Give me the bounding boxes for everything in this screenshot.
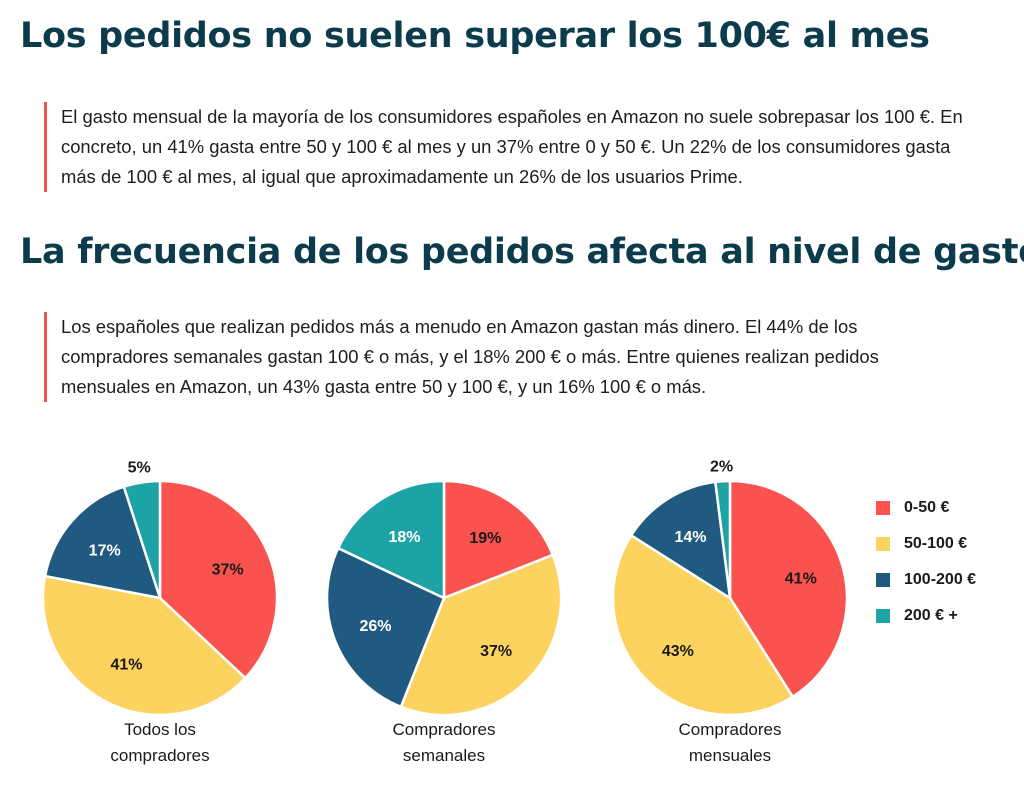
slice-label: 37% bbox=[480, 643, 512, 660]
pie-slice bbox=[629, 480, 732, 601]
pie-slice bbox=[442, 479, 555, 600]
slice-label: 41% bbox=[110, 657, 142, 674]
legend-swatch bbox=[876, 609, 890, 623]
slice-label: 26% bbox=[359, 618, 391, 635]
legend-item: 0-50 € bbox=[876, 490, 976, 526]
legend-swatch bbox=[876, 573, 890, 587]
slice-label: 5% bbox=[128, 460, 151, 477]
chart-title: Compradores bbox=[393, 720, 496, 739]
section-heading-orders: Los pedidos no suelen superar los 100€ a… bbox=[20, 16, 930, 56]
chart-title: Todos los bbox=[124, 720, 196, 739]
legend-label: 100-200 € bbox=[904, 571, 977, 588]
pie-chart: 37% 41% 17% 5% Todos los compradores bbox=[41, 460, 279, 765]
paragraph-orders: El gasto mensual de la mayoría de los co… bbox=[44, 102, 966, 192]
slice-label: 14% bbox=[674, 529, 706, 546]
chart-title: semanales bbox=[403, 746, 485, 765]
pie-slice bbox=[325, 546, 446, 709]
pie-slice bbox=[41, 574, 248, 717]
pie-slice bbox=[122, 479, 162, 599]
paragraph-frequency: Los españoles que realizan pedidos más a… bbox=[44, 312, 941, 402]
chart-title: compradores bbox=[110, 746, 209, 765]
legend-item: 100-200 € bbox=[876, 562, 976, 598]
legend-item: 200 € + bbox=[876, 598, 976, 634]
pie-chart: 41% 43% 14% 2% Compradores mensuales bbox=[611, 458, 849, 765]
pie-charts: 37% 41% 17% 5% Todos los compradores 19% 37% 26%… bbox=[41, 458, 849, 765]
pie-slice bbox=[611, 533, 795, 717]
slice-label: 43% bbox=[662, 643, 694, 660]
slice-label: 17% bbox=[89, 542, 121, 559]
pie-slice bbox=[158, 479, 279, 680]
slice-label: 19% bbox=[469, 530, 501, 547]
slice-label: 2% bbox=[710, 458, 733, 475]
slice-label: 18% bbox=[388, 529, 420, 546]
pie-slice bbox=[399, 553, 563, 717]
chart-title: Compradores bbox=[679, 720, 782, 739]
legend-label: 0-50 € bbox=[904, 499, 950, 516]
legend-swatch bbox=[876, 501, 890, 515]
legend-label: 200 € + bbox=[904, 607, 958, 624]
pie-slice bbox=[43, 485, 162, 600]
slice-label: 37% bbox=[212, 562, 244, 579]
pie-slice bbox=[336, 479, 446, 600]
chart-title: mensuales bbox=[689, 746, 771, 765]
legend-swatch bbox=[876, 537, 890, 551]
chart-legend: 0-50 € 50-100 € 100-200 € 200 € + bbox=[876, 490, 976, 634]
slice-label: 41% bbox=[785, 570, 817, 587]
pie-slice bbox=[713, 479, 732, 599]
section-heading-frequency: La frecuencia de los pedidos afecta al n… bbox=[20, 232, 1024, 272]
legend-item: 50-100 € bbox=[876, 526, 976, 562]
pie-chart: 19% 37% 26% 18% Compradores semanales bbox=[325, 479, 563, 765]
legend-label: 50-100 € bbox=[904, 535, 968, 552]
